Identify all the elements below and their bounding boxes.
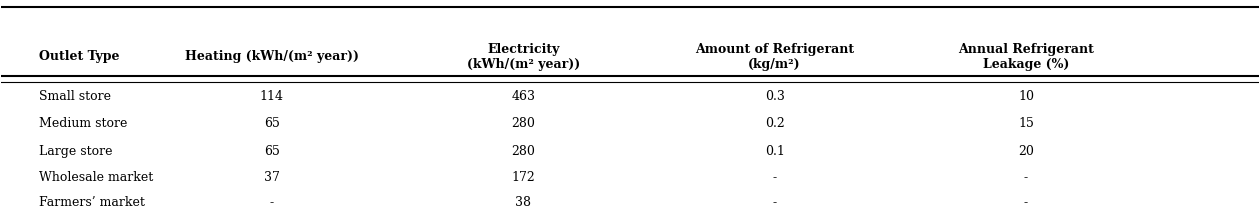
Text: Wholesale market: Wholesale market <box>39 171 154 184</box>
Text: 10: 10 <box>1018 90 1034 103</box>
Text: Large store: Large store <box>39 145 112 158</box>
Text: 280: 280 <box>512 117 536 130</box>
Text: 0.3: 0.3 <box>765 90 785 103</box>
Text: 38: 38 <box>515 196 532 209</box>
Text: 0.1: 0.1 <box>765 145 785 158</box>
Text: Farmers’ market: Farmers’ market <box>39 196 145 209</box>
Text: 280: 280 <box>512 145 536 158</box>
Text: Electricity
(kWh/(m² year)): Electricity (kWh/(m² year)) <box>466 43 580 71</box>
Text: 172: 172 <box>512 171 536 184</box>
Text: -: - <box>772 196 776 209</box>
Text: -: - <box>1024 171 1028 184</box>
Text: Small store: Small store <box>39 90 111 103</box>
Text: -: - <box>270 196 273 209</box>
Text: 65: 65 <box>263 117 280 130</box>
Text: 37: 37 <box>263 171 280 184</box>
Text: Annual Refrigerant
Leakage (%): Annual Refrigerant Leakage (%) <box>958 43 1094 71</box>
Text: 20: 20 <box>1018 145 1034 158</box>
Text: 0.2: 0.2 <box>765 117 785 130</box>
Text: -: - <box>1024 196 1028 209</box>
Text: -: - <box>772 171 776 184</box>
Text: Amount of Refrigerant
(kg/m²): Amount of Refrigerant (kg/m²) <box>696 43 854 71</box>
Text: Outlet Type: Outlet Type <box>39 50 120 63</box>
Text: 114: 114 <box>260 90 284 103</box>
Text: Heating (kWh/(m² year)): Heating (kWh/(m² year)) <box>185 50 359 63</box>
Text: 65: 65 <box>263 145 280 158</box>
Text: 463: 463 <box>512 90 536 103</box>
Text: 15: 15 <box>1018 117 1034 130</box>
Text: Medium store: Medium store <box>39 117 127 130</box>
